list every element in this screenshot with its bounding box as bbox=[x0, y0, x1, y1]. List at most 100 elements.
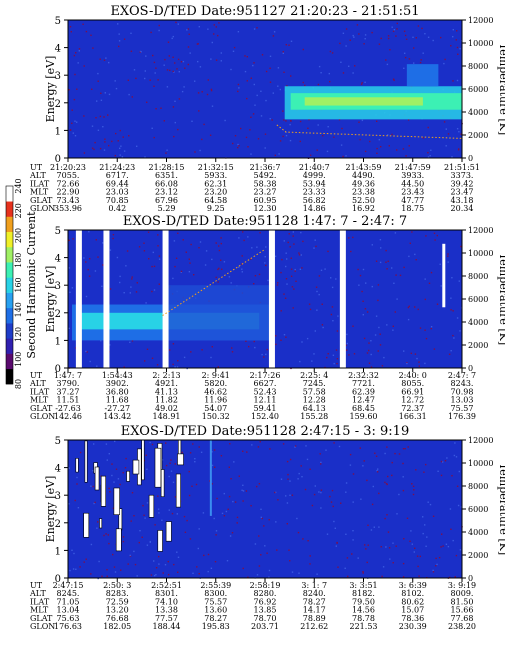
table-cell: -27.27 bbox=[104, 404, 130, 413]
y2tick-label: 8000 bbox=[468, 62, 488, 71]
table-cell: 148.91 bbox=[153, 412, 181, 421]
table-cell: 20.34 bbox=[451, 204, 474, 213]
table-cell: 69.44 bbox=[106, 179, 129, 188]
ytick-label: 0 bbox=[55, 574, 61, 585]
y2tick-label: 0 bbox=[468, 154, 473, 163]
y2tick-label: 6000 bbox=[468, 505, 488, 514]
ytick-label: 4 bbox=[55, 44, 61, 55]
colorbar-tick: 180 bbox=[14, 253, 23, 268]
table-cell: 3: 1: 7 bbox=[301, 581, 327, 590]
table-cell: 70.85 bbox=[106, 196, 129, 205]
table-cell: 2:55:39 bbox=[200, 581, 231, 590]
table-cell: 7245. bbox=[303, 379, 326, 388]
colorbar-tick: 160 bbox=[14, 277, 23, 292]
table-cell: 1:54:43 bbox=[102, 371, 133, 380]
table-cell: 8240. bbox=[303, 589, 326, 598]
table-cell: 2:40: 0 bbox=[399, 371, 427, 380]
table-cell: 5933. bbox=[204, 171, 227, 180]
table-cell: 21:36:7 bbox=[250, 163, 281, 172]
colorbar-swatch bbox=[6, 262, 13, 278]
table-cell: 212.62 bbox=[300, 622, 328, 631]
ylabel: Energy [eV] bbox=[44, 266, 57, 333]
row-label: ILAT bbox=[30, 597, 50, 606]
table-cell: 6717. bbox=[106, 171, 129, 180]
table-cell: 8182. bbox=[352, 589, 375, 598]
y2label: Temperature [K] bbox=[497, 43, 505, 135]
table-cell: 2:32:32 bbox=[348, 371, 379, 380]
ephemeris-table: UT 2:47:15 2:50: 3 2:52:51 2:55:39 2:58:19 3: … bbox=[29, 581, 476, 631]
table-cell: 11.68 bbox=[106, 396, 129, 405]
table-cell: 8102. bbox=[401, 589, 424, 598]
table-cell: 13.20 bbox=[106, 606, 129, 615]
panel-title: EXOS-D/TED Date:951127 21:20:23 - 21:51:… bbox=[110, 4, 419, 19]
table-cell: 21:28:15 bbox=[149, 163, 185, 172]
table-cell: 8280. bbox=[254, 589, 277, 598]
table-cell: 159.60 bbox=[350, 412, 378, 421]
row-label: GLAT bbox=[30, 614, 53, 623]
table-cell: 44.50 bbox=[401, 179, 424, 188]
table-cell: 23.20 bbox=[204, 188, 227, 197]
table-cell: -27.63 bbox=[55, 404, 81, 413]
colorbar: 80 100 120 140 160 180 200 220 240 Second Harmoni… bbox=[5, 178, 38, 389]
ytick-label: 5 bbox=[55, 436, 61, 447]
ytick-label: 2 bbox=[55, 519, 61, 530]
table-cell: 142.46 bbox=[54, 412, 82, 421]
table-cell: 72.37 bbox=[401, 404, 424, 413]
table-cell: 188.44 bbox=[153, 622, 181, 631]
y2tick-label: 6000 bbox=[468, 295, 488, 304]
y2tick-label: 2000 bbox=[468, 131, 488, 140]
ytick-label: 3 bbox=[55, 71, 61, 82]
table-cell: 353.96 bbox=[54, 204, 82, 213]
table-cell: 203.71 bbox=[251, 622, 279, 631]
table-cell: 21:24:23 bbox=[99, 163, 135, 172]
table-cell: 74.10 bbox=[155, 597, 178, 606]
row-label: ALT bbox=[29, 171, 46, 180]
row-label: ILAT bbox=[30, 387, 50, 396]
table-cell: 8283. bbox=[106, 589, 129, 598]
table-cell: 4999. bbox=[303, 171, 326, 180]
y2tick-label: 6000 bbox=[468, 85, 488, 94]
table-cell: 72.59 bbox=[106, 597, 129, 606]
table-cell: 15.66 bbox=[451, 606, 474, 615]
table-cell: 3790. bbox=[57, 379, 80, 388]
y2tick-label: 0 bbox=[468, 574, 473, 583]
y2tick-label: 8000 bbox=[468, 272, 488, 281]
colorbar-swatch bbox=[6, 231, 13, 248]
table-cell: 57.58 bbox=[303, 387, 326, 396]
table-cell: 62.31 bbox=[204, 179, 227, 188]
spectral-features bbox=[72, 230, 446, 368]
table-cell: 11.51 bbox=[57, 396, 80, 405]
table-cell: 2:25: 4 bbox=[300, 371, 328, 380]
table-cell: 6627. bbox=[254, 379, 277, 388]
table-cell: 72.66 bbox=[57, 179, 80, 188]
colorbar-swatch bbox=[6, 292, 13, 309]
colorbar-swatch bbox=[6, 201, 13, 217]
ytick-label: 4 bbox=[55, 254, 61, 265]
ylabel: Energy [eV] bbox=[44, 56, 57, 123]
table-cell: 78.70 bbox=[254, 614, 277, 623]
table-cell: 71.05 bbox=[57, 597, 80, 606]
colorbar-tick: 80 bbox=[14, 379, 23, 389]
table-cell: 8055. bbox=[401, 379, 424, 388]
table-cell: 67.96 bbox=[155, 196, 178, 205]
panel-title: EXOS-D/TED Date:951128 2:47:15 - 3: 9:19 bbox=[121, 424, 409, 439]
row-label: ALT bbox=[29, 379, 46, 388]
table-cell: 195.83 bbox=[202, 622, 230, 631]
colorbar-frame bbox=[5, 185, 14, 385]
table-cell: 2:17:26 bbox=[250, 371, 281, 380]
table-cell: 23.38 bbox=[352, 188, 375, 197]
table-cell: 176.63 bbox=[54, 622, 82, 631]
ytick-label: 3 bbox=[55, 281, 61, 292]
table-cell: 78.27 bbox=[204, 614, 227, 623]
ytick-label: 2 bbox=[55, 99, 61, 110]
table-cell: 13.85 bbox=[254, 606, 277, 615]
table-cell: 3933. bbox=[401, 171, 424, 180]
table-cell: 75.57 bbox=[451, 404, 474, 413]
table-cell: 3373. bbox=[451, 171, 474, 180]
table-cell: 5820. bbox=[204, 379, 227, 388]
row-label: MLT bbox=[30, 606, 49, 615]
table-cell: 56.82 bbox=[303, 196, 326, 205]
table-cell: 12.30 bbox=[254, 204, 277, 213]
table-cell: 11.96 bbox=[204, 396, 227, 405]
table-cell: 9.25 bbox=[207, 204, 225, 213]
